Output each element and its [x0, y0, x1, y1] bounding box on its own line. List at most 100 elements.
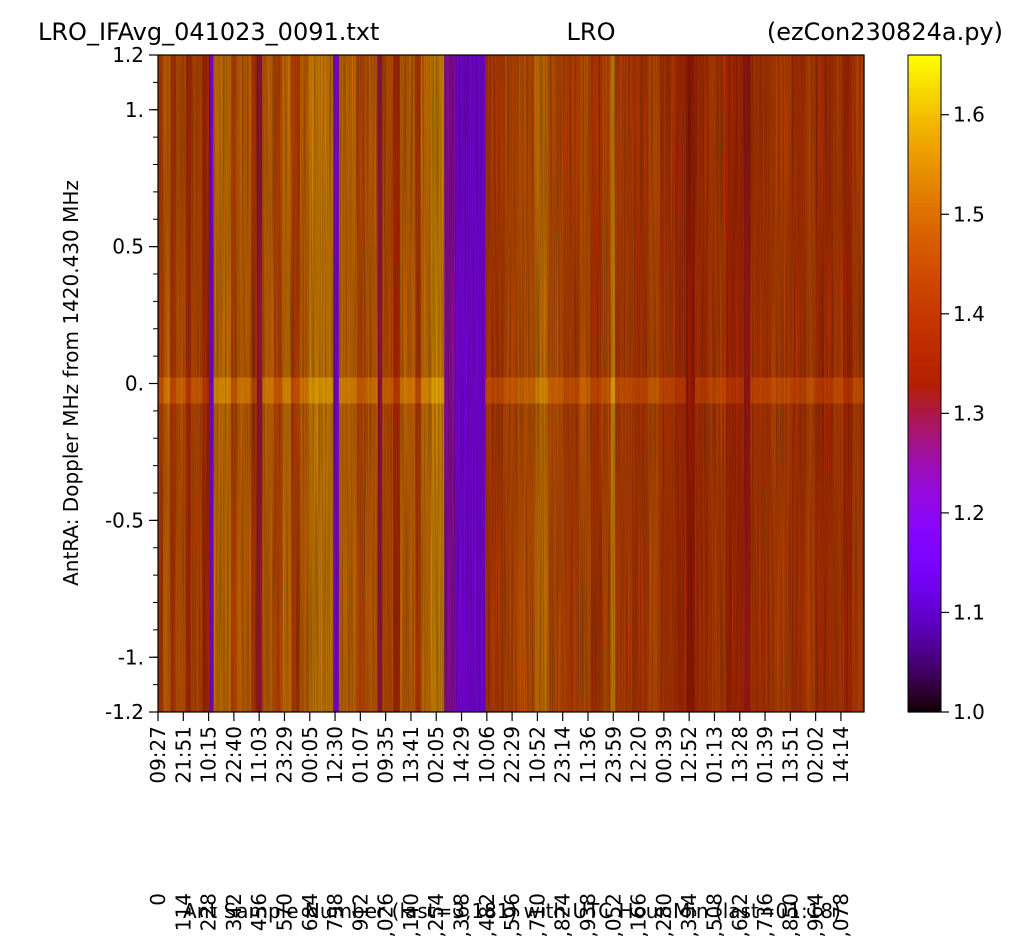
colorbar-segment: [908, 307, 941, 312]
doppler-highlight-55: [805, 377, 815, 404]
colorbar-segment: [908, 120, 941, 125]
colorbar-tick-label: 1.4: [953, 302, 985, 326]
x-tick-sample-label: 2,850: [778, 893, 802, 939]
chart-title-center: LRO: [567, 18, 616, 46]
colorbar-segment: [908, 689, 941, 693]
x-tick-sample-label: 228: [197, 893, 221, 931]
colorbar-segment: [908, 682, 941, 687]
colorbar-segment: [908, 705, 941, 710]
colorbar-segment: [908, 465, 941, 470]
doppler-highlight-32: [485, 377, 505, 404]
colorbar-segment: [908, 462, 941, 467]
colorbar-segment: [908, 445, 941, 450]
x-tick-sample-label: 1,824: [551, 893, 575, 939]
colorbar-segment: [908, 206, 941, 210]
x-tick-time-label: 00:05: [298, 726, 322, 784]
colorbar-segment: [908, 146, 941, 151]
colorbar-segment: [908, 399, 941, 404]
colorbar-segment: [908, 291, 941, 296]
colorbar-segment: [908, 491, 941, 496]
colorbar-segment: [908, 238, 941, 243]
colorbar-segment: [908, 560, 941, 565]
doppler-highlight-36: [548, 377, 565, 404]
colorbar-segment: [908, 501, 941, 506]
colorbar-segment: [908, 311, 941, 316]
doppler-highlight-4: [185, 377, 192, 404]
x-tick-sample-label: 2,508: [702, 893, 726, 939]
doppler-highlight-3: [175, 377, 186, 404]
colorbar-segment: [908, 166, 941, 171]
x-tick-sample-label: 1,938: [576, 893, 600, 939]
colorbar-segment: [908, 334, 941, 339]
colorbar-segment: [908, 255, 941, 260]
colorbar-segment: [908, 620, 941, 624]
colorbar-segment: [908, 380, 941, 385]
colorbar-segment: [908, 196, 941, 201]
colorbar-segment: [908, 209, 941, 214]
colorbar-segment: [908, 271, 941, 276]
colorbar-segment: [908, 232, 941, 237]
doppler-highlight-52: [750, 377, 771, 404]
colorbar-segment: [908, 472, 941, 477]
x-tick-sample-label: 570: [272, 893, 296, 931]
colorbar-segment: [908, 406, 941, 411]
x-tick-time-label: 23:59: [601, 726, 625, 784]
colorbar-segment: [908, 278, 941, 283]
doppler-highlight-54: [790, 377, 806, 404]
colorbar-segment: [908, 652, 941, 657]
colorbar-segment: [908, 242, 941, 247]
doppler-highlight-17: [300, 377, 309, 404]
x-tick-time-label: 01:39: [753, 726, 777, 784]
doppler-highlight-33: [504, 377, 518, 404]
colorbar-segment: [908, 426, 941, 431]
colorbar-segment: [908, 317, 941, 322]
x-tick-time-label: 10:52: [525, 726, 549, 784]
colorbar-segment: [908, 298, 941, 302]
colorbar-segment: [908, 71, 941, 76]
colorbar-segment: [908, 570, 941, 575]
colorbar-segment: [908, 268, 941, 273]
colorbar-segment: [908, 245, 941, 250]
x-tick-sample-label: 912: [348, 893, 372, 931]
colorbar-segment: [908, 344, 941, 348]
colorbar-segment: [908, 183, 941, 187]
colorbar-segment: [908, 577, 941, 582]
colorbar-segment: [908, 173, 941, 178]
colorbar-segment: [908, 189, 941, 194]
colorbar-segment: [908, 672, 941, 677]
doppler-highlight-29: [430, 377, 445, 404]
colorbar-segment: [908, 386, 941, 391]
doppler-highlight-50: [725, 377, 744, 404]
colorbar-segment: [908, 140, 941, 145]
x-tick-sample-label: 1,710: [525, 893, 549, 939]
x-tick-sample-label: 3,078: [829, 893, 853, 939]
colorbar-segment: [908, 64, 941, 69]
x-tick-sample-label: 342: [222, 893, 246, 931]
x-tick-sample-label: 456: [247, 893, 271, 931]
colorbar-segment: [908, 419, 941, 424]
doppler-highlight-40: [601, 377, 611, 404]
colorbar-segment: [908, 436, 941, 440]
colorbar-segment: [908, 475, 941, 480]
colorbar-segment: [908, 275, 941, 279]
doppler-highlight-16: [291, 377, 300, 404]
colorbar-segment: [908, 127, 941, 132]
doppler-highlight-43: [632, 377, 649, 404]
x-tick-sample-label: 1,140: [399, 893, 423, 939]
x-tick-sample-label: 1,026: [374, 893, 398, 939]
colorbar-segment: [908, 281, 941, 286]
x-tick-time-label: 10:06: [475, 726, 499, 784]
x-tick-sample-label: 1,596: [500, 893, 524, 939]
x-tick-sample-label: 2,052: [601, 893, 625, 939]
colorbar-segment: [908, 488, 941, 493]
colorbar-segment: [908, 324, 941, 329]
colorbar-segment: [908, 252, 941, 256]
x-tick-time-label: 12:20: [627, 726, 651, 784]
doppler-highlight-53: [770, 377, 791, 404]
colorbar-segment: [908, 698, 941, 703]
colorbar-segment: [908, 58, 941, 63]
y-tick-label: 1.2: [112, 43, 144, 67]
doppler-highlight-59: [852, 377, 864, 404]
colorbar-segment: [908, 219, 941, 224]
colorbar-segment: [908, 662, 941, 667]
